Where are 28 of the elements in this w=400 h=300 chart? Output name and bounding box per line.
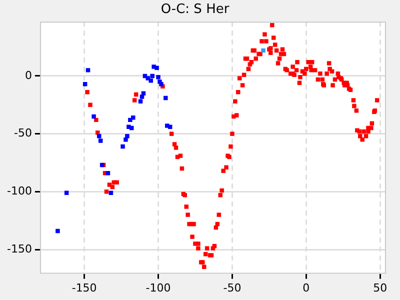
point	[92, 114, 96, 119]
point	[164, 96, 168, 100]
point	[96, 134, 102, 138]
point	[130, 126, 134, 130]
point	[261, 48, 266, 53]
x-tick-label: 50	[373, 281, 388, 294]
point	[154, 66, 159, 70]
point	[141, 91, 146, 96]
x-tick-label: -50	[223, 281, 242, 294]
y-tick-label: -100	[6, 184, 32, 198]
x-tick-label: -100	[146, 281, 171, 294]
y-tick-label: 0	[24, 68, 32, 82]
chart-title: O-C: S Her	[160, 2, 230, 18]
point	[156, 75, 160, 80]
y-tick-label: -50	[14, 126, 32, 140]
y-tick-label: -150	[6, 242, 32, 256]
point	[106, 171, 110, 176]
point	[159, 82, 164, 86]
x-tick-label: -150	[72, 281, 97, 294]
x-tick-label: 0	[302, 281, 310, 294]
point	[120, 144, 125, 149]
point	[64, 190, 69, 195]
point	[56, 228, 60, 234]
point	[150, 74, 154, 78]
point	[125, 134, 130, 138]
point	[108, 190, 114, 195]
point	[98, 138, 103, 143]
point	[86, 68, 90, 72]
